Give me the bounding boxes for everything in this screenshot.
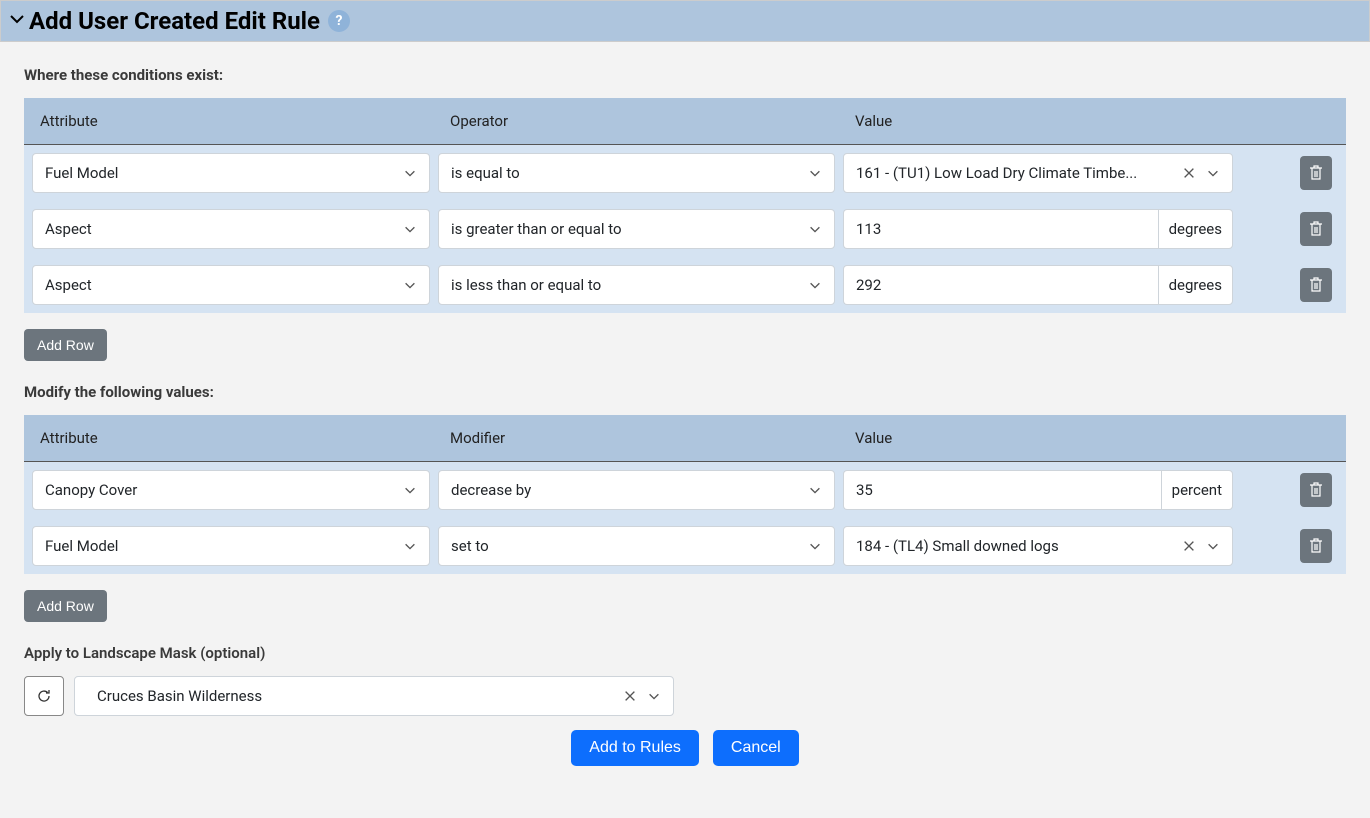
trash-icon — [1309, 165, 1323, 181]
delete-row-button[interactable] — [1300, 212, 1332, 246]
mask-value: Cruces Basin Wilderness — [87, 687, 623, 705]
conditions-row: Aspect is greater than or equal to 113 — [24, 201, 1346, 257]
operator-value: is less than or equal to — [451, 276, 601, 294]
value-text: 35 — [856, 481, 873, 499]
attribute-value: Aspect — [45, 220, 92, 238]
chevron-down-icon — [403, 278, 417, 292]
modifier-value: set to — [451, 537, 489, 555]
chevron-down-icon — [9, 11, 25, 31]
delete-row-button[interactable] — [1300, 473, 1332, 507]
delete-row-button[interactable] — [1300, 529, 1332, 563]
add-to-rules-button[interactable]: Add to Rules — [571, 730, 699, 766]
add-condition-row-button[interactable]: Add Row — [24, 329, 107, 361]
modify-row: Canopy Cover decrease by 35 pe — [24, 462, 1346, 519]
trash-icon — [1309, 482, 1323, 498]
operator-select[interactable]: is equal to — [438, 153, 835, 193]
chevron-down-icon — [1206, 166, 1220, 180]
attribute-value: Canopy Cover — [45, 481, 137, 499]
chevron-down-icon — [1206, 539, 1220, 553]
modifier-select[interactable]: decrease by — [438, 470, 835, 510]
trash-icon — [1309, 277, 1323, 293]
col-header-modifier: Modifier — [434, 415, 839, 462]
unit-label: degrees — [1158, 265, 1233, 305]
value-text: 184 - (TL4) Small downed logs — [856, 537, 1182, 555]
chevron-down-icon — [808, 166, 822, 180]
cancel-button[interactable]: Cancel — [713, 730, 799, 766]
col-header-operator: Operator — [434, 98, 839, 145]
conditions-row: Aspect is less than or equal to 292 — [24, 257, 1346, 313]
value-text: 292 — [856, 276, 881, 294]
col-header-attribute: Attribute — [24, 415, 434, 462]
clear-icon[interactable] — [1182, 539, 1196, 553]
conditions-table: Attribute Operator Value Fuel Model is e… — [24, 98, 1346, 313]
attribute-select[interactable]: Aspect — [32, 265, 430, 305]
unit-label: percent — [1161, 470, 1233, 510]
operator-select[interactable]: is greater than or equal to — [438, 209, 835, 249]
value-input[interactable]: 292 — [843, 265, 1158, 305]
chevron-down-icon — [403, 166, 417, 180]
delete-row-button[interactable] — [1300, 268, 1332, 302]
trash-icon — [1309, 221, 1323, 237]
modify-label: Modify the following values: — [24, 383, 1346, 401]
refresh-button[interactable] — [24, 676, 64, 716]
add-modify-row-button[interactable]: Add Row — [24, 590, 107, 622]
value-input[interactable]: 113 — [843, 209, 1158, 249]
mask-label: Apply to Landscape Mask (optional) — [24, 644, 1346, 662]
trash-icon — [1309, 538, 1323, 554]
clear-icon[interactable] — [623, 689, 637, 703]
mask-combo[interactable]: Cruces Basin Wilderness — [74, 676, 674, 716]
chevron-down-icon — [403, 222, 417, 236]
col-header-value: Value — [839, 98, 1286, 145]
modify-table: Attribute Modifier Value Canopy Cover de… — [24, 415, 1346, 574]
operator-value: is equal to — [451, 164, 520, 182]
value-combo[interactable]: 184 - (TL4) Small downed logs — [843, 526, 1233, 566]
attribute-value: Fuel Model — [45, 537, 118, 555]
page-title: Add User Created Edit Rule — [29, 7, 320, 35]
attribute-value: Fuel Model — [45, 164, 118, 182]
modify-row: Fuel Model set to 184 - (TL4) Small down… — [24, 518, 1346, 574]
conditions-label: Where these conditions exist: — [24, 66, 1346, 84]
unit-label: degrees — [1158, 209, 1233, 249]
chevron-down-icon — [647, 689, 661, 703]
value-text: 161 - (TU1) Low Load Dry Climate Timbe..… — [856, 164, 1182, 182]
value-input[interactable]: 35 — [843, 470, 1161, 510]
section-header[interactable]: Add User Created Edit Rule ? — [0, 0, 1370, 42]
chevron-down-icon — [403, 483, 417, 497]
attribute-select[interactable]: Aspect — [32, 209, 430, 249]
attribute-select[interactable]: Canopy Cover — [32, 470, 430, 510]
col-header-attribute: Attribute — [24, 98, 434, 145]
delete-row-button[interactable] — [1300, 156, 1332, 190]
chevron-down-icon — [808, 539, 822, 553]
help-icon[interactable]: ? — [328, 10, 350, 32]
chevron-down-icon — [808, 483, 822, 497]
attribute-value: Aspect — [45, 276, 92, 294]
chevron-down-icon — [808, 222, 822, 236]
clear-icon[interactable] — [1182, 166, 1196, 180]
operator-value: is greater than or equal to — [451, 220, 622, 238]
value-combo[interactable]: 161 - (TU1) Low Load Dry Climate Timbe..… — [843, 153, 1233, 193]
refresh-icon — [36, 688, 52, 704]
chevron-down-icon — [403, 539, 417, 553]
conditions-row: Fuel Model is equal to 161 - (TU1) Low L… — [24, 145, 1346, 202]
operator-select[interactable]: is less than or equal to — [438, 265, 835, 305]
modifier-value: decrease by — [451, 481, 531, 499]
attribute-select[interactable]: Fuel Model — [32, 526, 430, 566]
col-header-value: Value — [839, 415, 1286, 462]
attribute-select[interactable]: Fuel Model — [32, 153, 430, 193]
modifier-select[interactable]: set to — [438, 526, 835, 566]
value-text: 113 — [856, 220, 881, 238]
chevron-down-icon — [808, 278, 822, 292]
